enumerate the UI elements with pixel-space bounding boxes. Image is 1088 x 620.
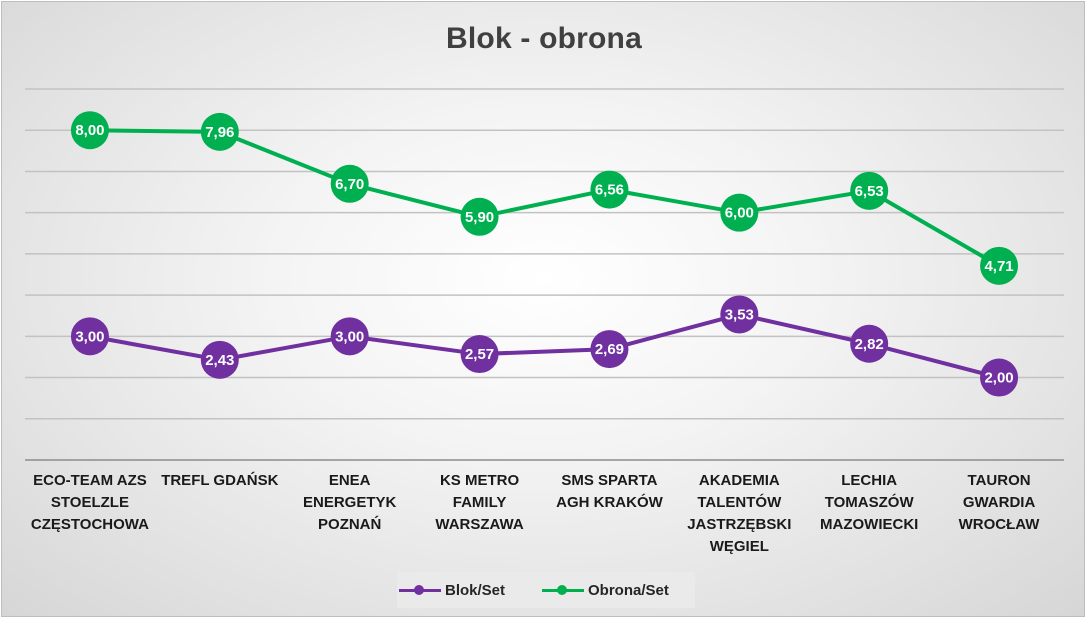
data-label-obrona-set: 6,70 — [335, 176, 364, 193]
legend-marker-obrona — [540, 583, 586, 597]
data-point-blok-set — [70, 317, 109, 356]
data-point-blok-set — [460, 335, 499, 374]
series-line-blok-set — [89, 312, 1000, 380]
data-point-blok-set — [200, 340, 239, 379]
data-point-blok-set — [850, 324, 889, 363]
legend-marker-blok — [397, 583, 443, 597]
data-label-blok-set: 2,82 — [855, 336, 884, 353]
data-label-obrona-set: 6,56 — [595, 182, 624, 199]
x-tick-label: ENEA ENERGETYK POZNAŃ — [303, 472, 397, 533]
data-point-obrona-set — [330, 164, 369, 203]
series-line-obrona-set — [89, 128, 1001, 268]
data-label-obrona-set: 6,53 — [855, 183, 884, 200]
data-label-blok-set: 2,69 — [595, 341, 624, 358]
x-tick-label: SMS SPARTA AGH KRAKÓW — [556, 472, 663, 511]
legend-item-obrona: Obrona/Set — [540, 572, 669, 608]
x-tick-label: TREFL GDAŃSK — [161, 472, 279, 489]
data-point-blok-set — [980, 358, 1019, 397]
legend-label-blok: Blok/Set — [445, 581, 506, 599]
data-point-obrona-set — [980, 246, 1019, 285]
data-label-blok-set: 3,00 — [335, 328, 364, 345]
data-point-blok-set — [720, 295, 759, 334]
data-label-obrona-set: 4,71 — [984, 258, 1013, 275]
data-point-obrona-set — [720, 193, 759, 232]
data-label-blok-set: 3,53 — [725, 306, 754, 323]
x-tick-label: AKADEMIA TALENTÓW JASTRZĘBSKI WĘGIEL — [687, 472, 792, 555]
data-point-obrona-set — [200, 112, 239, 151]
legend-item-blok: Blok/Set — [397, 572, 505, 608]
data-label-obrona-set: 5,90 — [465, 209, 494, 226]
data-label-obrona-set: 6,00 — [725, 205, 754, 222]
chart-title: Blok - obrona — [446, 22, 642, 55]
data-label-blok-set: 2,43 — [205, 352, 234, 369]
data-point-blok-set — [330, 317, 369, 356]
legend: Blok/Set Obrona/Set — [397, 572, 695, 608]
x-tick-label: ECO-TEAM AZS STOELZLE CZĘSTOCHOWA — [30, 472, 149, 533]
x-tick-label: TAURON GWARDIA WROCŁAW — [958, 472, 1040, 533]
x-tick-label: KS METRO FAMILY WARSZAWA — [435, 472, 524, 533]
data-label-blok-set: 3,00 — [75, 328, 104, 345]
data-point-obrona-set — [590, 170, 629, 209]
data-label-blok-set: 2,57 — [465, 346, 494, 363]
legend-label-obrona: Obrona/Set — [588, 581, 669, 599]
data-label-obrona-set: 7,96 — [205, 124, 234, 141]
data-point-blok-set — [590, 330, 629, 369]
data-label-obrona-set: 8,00 — [75, 122, 104, 139]
x-tick-label: LECHIA TOMASZÓW MAZOWIECKI — [820, 472, 919, 533]
data-point-obrona-set — [850, 171, 889, 210]
data-point-obrona-set — [460, 197, 499, 236]
data-point-obrona-set — [70, 111, 109, 150]
data-label-blok-set: 2,00 — [984, 370, 1013, 387]
